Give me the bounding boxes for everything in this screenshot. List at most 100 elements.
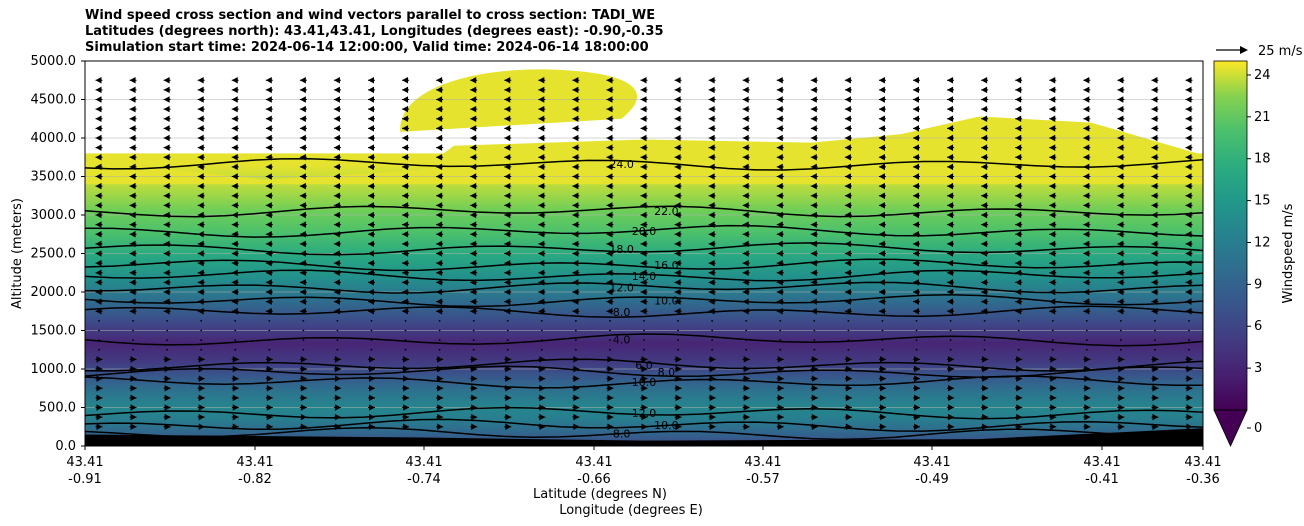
wind-vector-head <box>742 105 749 113</box>
wind-vector-head <box>538 269 545 276</box>
wind-vector-head <box>538 105 545 113</box>
wind-vector-head <box>1151 125 1158 132</box>
wind-vector-head <box>878 240 885 248</box>
wind-vector-head <box>914 413 920 421</box>
wind-vector <box>200 329 203 332</box>
wind-vector-head <box>776 298 783 305</box>
wind-vector-head <box>844 192 851 199</box>
wind-vector-head <box>95 240 102 248</box>
wind-vector-head <box>674 298 681 305</box>
wind-vector <box>132 329 134 332</box>
wind-vector-head <box>96 404 103 411</box>
wind-vector-head <box>743 356 750 363</box>
wind-vector-head <box>1049 105 1056 113</box>
title-line-1: Wind speed cross section and wind vector… <box>85 8 656 23</box>
wind-vector-head <box>369 423 375 430</box>
wind-vector <box>1017 339 1020 342</box>
wind-vector <box>574 329 577 332</box>
wind-vector-head <box>403 394 410 402</box>
wind-vector <box>268 329 271 332</box>
wind-vector-head <box>708 115 715 122</box>
wind-vector-head <box>1185 125 1192 132</box>
wind-vector-head <box>810 202 817 209</box>
wind-vector-head <box>674 77 681 84</box>
wind-vector-head <box>95 279 102 286</box>
wind-vector-head <box>1186 385 1193 392</box>
wind-vector-head <box>1186 375 1193 382</box>
wind-vector-head <box>572 308 579 315</box>
wind-vector-head <box>1151 192 1158 199</box>
wind-vector-head <box>129 221 136 228</box>
x-tick-label-lat-3: 43.41 <box>575 455 612 470</box>
wind-vector-head <box>505 394 512 402</box>
wind-vector <box>711 348 714 351</box>
wind-vector-head <box>1083 288 1090 296</box>
wind-vector-head <box>198 394 205 402</box>
wind-vector <box>1085 329 1088 332</box>
colorbar-extend-arrow <box>1213 409 1248 447</box>
wind-vector <box>404 348 407 351</box>
wind-vector-head <box>1083 259 1090 267</box>
wind-vector-head <box>164 413 171 421</box>
wind-vector-head <box>130 413 137 421</box>
wind-vector-head <box>606 211 613 219</box>
wind-vector-head <box>163 231 170 238</box>
wind-vector-head <box>844 77 851 84</box>
wind-vector <box>1154 319 1156 322</box>
y-tick-label-9: 4500.0 <box>31 93 77 108</box>
wind-vector-head <box>708 182 715 190</box>
colorbar <box>1214 61 1247 410</box>
wind-vector-head <box>1118 423 1125 430</box>
wind-vector-head <box>163 182 170 190</box>
wind-vector-head <box>95 125 102 132</box>
wind-vector-head <box>1049 211 1056 219</box>
wind-vector-head <box>436 250 443 257</box>
wind-vector-head <box>402 269 409 276</box>
wind-vector-head <box>913 298 919 305</box>
wind-vector-head <box>334 365 341 373</box>
wind-vector-head <box>810 240 817 248</box>
wind-vector-head <box>742 134 749 142</box>
wind-vector-head <box>504 77 511 84</box>
wind-vector <box>915 319 918 322</box>
wind-vector-head <box>538 125 545 132</box>
wind-vector-head <box>1083 221 1090 228</box>
wind-vector-head <box>436 288 443 296</box>
wind-vector <box>336 339 339 342</box>
wind-vector-head <box>572 77 579 84</box>
wind-vector-head <box>776 221 783 228</box>
wind-vector-head <box>1015 86 1022 94</box>
wind-vector <box>336 348 339 351</box>
wind-vector-head <box>130 385 137 392</box>
wind-vector-head <box>299 298 306 305</box>
colorbar-tick-label-0: 0 <box>1254 421 1262 436</box>
wind-vector-head <box>436 115 443 122</box>
wind-vector <box>745 348 748 351</box>
wind-vector-head <box>163 221 170 228</box>
wind-vector-head <box>947 96 954 103</box>
y-axis-label: Altitude (meters) <box>10 198 25 309</box>
wind-vector <box>506 348 509 351</box>
wind-vector-head <box>470 105 477 113</box>
wind-vector-head <box>708 86 715 94</box>
wind-vector <box>540 319 543 322</box>
wind-vector-head <box>640 144 647 151</box>
wind-vector-head <box>129 259 136 267</box>
wind-vector <box>779 319 782 322</box>
wind-vector-head <box>913 192 919 199</box>
wind-vector-head <box>1015 125 1022 132</box>
contour-label-12: 18.0 <box>609 243 634 256</box>
wind-vector-head <box>810 163 817 171</box>
wind-vector-head <box>1016 385 1023 392</box>
wind-vector-head <box>777 394 784 402</box>
wind-vector-head <box>572 288 579 296</box>
wind-vector-head <box>742 221 749 228</box>
wind-vector-head <box>1151 173 1158 180</box>
wind-vector-head <box>1049 250 1056 257</box>
wind-vector-head <box>95 308 102 315</box>
wind-vector-head <box>914 385 920 392</box>
wind-vector-head <box>232 385 239 392</box>
wind-vector-head <box>470 77 477 84</box>
wind-vector-head <box>981 154 988 161</box>
wind-vector-head <box>878 163 885 171</box>
